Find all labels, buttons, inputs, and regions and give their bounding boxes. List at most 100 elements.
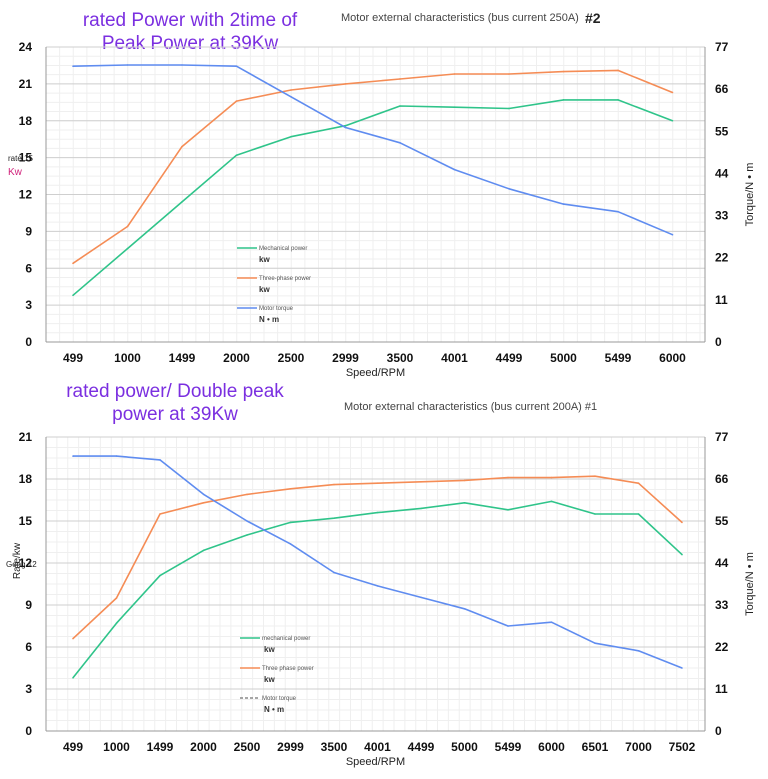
legend-unit: kw (259, 255, 270, 264)
y-left-tick-label: 0 (25, 724, 32, 738)
y-right-tick-label: 77 (715, 430, 729, 444)
data-point (289, 543, 292, 545)
data-point (550, 621, 553, 623)
legend-unit: N • m (259, 315, 279, 324)
data-point (637, 482, 640, 484)
data-point (562, 203, 565, 205)
x-tick-label: 499 (63, 351, 83, 365)
y-left-axis-sublabel: Gong 12 (6, 560, 37, 569)
chart-title: Motor external characteristics (bus curr… (341, 12, 579, 24)
data-point (594, 475, 596, 477)
legend-label: mechanical power (262, 636, 310, 642)
x-tick-label: 4001 (364, 740, 391, 754)
data-point (202, 493, 205, 496)
data-point (333, 571, 335, 574)
annotation-note-line: power at 39Kw (112, 404, 238, 425)
data-point (399, 78, 401, 80)
x-tick-label: 1499 (147, 740, 174, 754)
data-point (181, 145, 183, 148)
data-point (344, 124, 347, 127)
data-point (453, 73, 456, 75)
legend-label: Three phase power (262, 666, 314, 672)
data-point (617, 69, 619, 72)
y-left-tick-label: 21 (19, 77, 33, 91)
y-left-tick-label: 21 (19, 430, 33, 444)
y-right-tick-label: 55 (715, 124, 729, 138)
y-left-axis-label: rate 15 (8, 154, 33, 163)
y-left-tick-label: 18 (19, 114, 33, 128)
data-point (290, 135, 292, 138)
x-tick-label: 5499 (495, 740, 522, 754)
y-left-axis-label: Rate/kw (12, 542, 23, 579)
legend-unit: kw (259, 285, 270, 294)
data-point (246, 520, 248, 522)
data-point (202, 502, 205, 504)
y-right-tick-label: 0 (715, 335, 722, 349)
y-left-tick-label: 6 (25, 640, 32, 654)
x-tick-label: 6501 (582, 740, 609, 754)
x-tick-label: 1000 (114, 351, 141, 365)
data-point (333, 517, 335, 519)
series-line-motor-torque (72, 64, 673, 236)
data-point (290, 89, 292, 91)
x-tick-label: 4001 (441, 351, 468, 365)
y-right-tick-label: 22 (715, 640, 729, 654)
data-point (72, 262, 74, 265)
chart-title: Motor external characteristics (bus curr… (344, 401, 598, 413)
data-point (508, 73, 510, 75)
data-point (399, 141, 401, 144)
data-point (550, 476, 553, 479)
data-point (671, 91, 674, 94)
data-point (115, 622, 118, 624)
data-point (235, 65, 238, 67)
data-point (115, 597, 118, 599)
series-line-three-phase-power (72, 69, 673, 264)
y-left-tick-label: 3 (25, 298, 32, 312)
data-point (376, 511, 379, 514)
data-point (376, 585, 379, 587)
legend-unit: kw (264, 645, 275, 654)
x-tick-label: 1499 (169, 351, 196, 365)
annotation-note: rated power/ Double peak power at 39Kw (45, 380, 305, 426)
y-right-tick-label: 77 (715, 40, 729, 54)
x-tick-label: 7000 (625, 740, 652, 754)
annotation-note-line: rated Power with 2time of (82, 10, 298, 31)
data-point (562, 70, 565, 73)
x-tick-label: 2000 (223, 351, 250, 365)
y-left-tick-label: 24 (19, 40, 33, 54)
legend-label: Three-phase power (259, 276, 311, 282)
data-point (72, 455, 74, 457)
data-point (159, 459, 161, 461)
data-point (181, 64, 183, 66)
data-point (507, 625, 509, 627)
data-point (463, 608, 466, 610)
chart-panel-bottom: rated power/ Double peak power at 39Kw M… (0, 381, 768, 779)
x-tick-label: 3500 (387, 351, 414, 365)
y-right-tick-label: 22 (715, 251, 729, 265)
y-left-tick-label: 6 (25, 261, 32, 275)
x-tick-label: 2500 (278, 351, 305, 365)
data-point (126, 247, 129, 250)
annotation-note: rated Power with 2time of Peak Power at … (55, 9, 325, 55)
y-right-tick-label: 33 (715, 209, 729, 223)
data-point (115, 455, 118, 457)
x-tick-label: 5000 (451, 740, 478, 754)
data-point (420, 481, 422, 483)
x-tick-label: 2500 (234, 740, 261, 754)
y-left-tick-label: 0 (25, 335, 32, 349)
y-right-tick-label: 33 (715, 598, 729, 612)
x-tick-label: 2999 (277, 740, 304, 754)
y-left-tick-label: 18 (19, 472, 33, 486)
data-point (508, 107, 510, 110)
data-point (344, 83, 347, 85)
x-tick-label: 5000 (550, 351, 577, 365)
y-right-tick-label: 66 (715, 472, 729, 486)
data-point (246, 493, 248, 496)
y-left-tick-label: 9 (25, 598, 32, 612)
data-point (289, 488, 292, 490)
data-point (681, 553, 683, 556)
series-line-mechanical-power (72, 99, 673, 296)
data-point (420, 507, 422, 510)
data-point (671, 119, 674, 122)
chart-tag: #2 (585, 10, 601, 26)
